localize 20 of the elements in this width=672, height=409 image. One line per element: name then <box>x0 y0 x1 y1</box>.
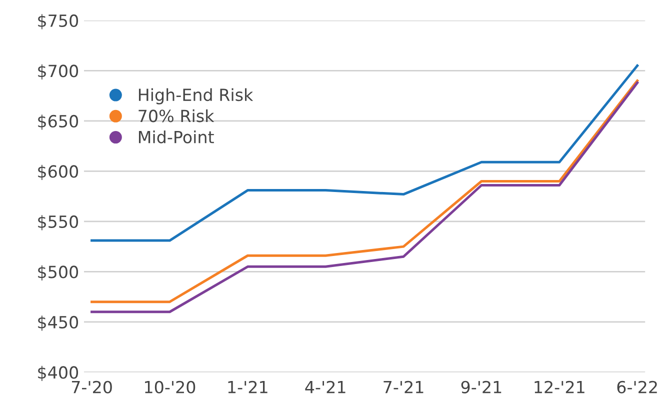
x-tick-label: 1-'21 <box>228 380 268 394</box>
legend-label: 70% Risk <box>138 109 214 122</box>
x-tick-label: 10-'20 <box>145 380 196 394</box>
legend-label: High-End Risk <box>138 88 254 104</box>
y-tick-label: $400 <box>38 366 78 381</box>
x-tick-label: 4-'21 <box>305 380 346 394</box>
y-tick-label: $650 <box>38 114 78 130</box>
x-tick-label: 6-'22 <box>617 380 657 394</box>
y-tick-label: $500 <box>38 265 78 280</box>
y-tick-label: $450 <box>38 316 78 331</box>
x-tick-label: 7-'21 <box>384 380 424 394</box>
y-tick-label: $600 <box>38 164 78 180</box>
y-tick-label: $550 <box>38 215 78 230</box>
line-series <box>90 64 639 242</box>
y-tick-label: $700 <box>38 64 78 80</box>
x-tick-label: 9-'21 <box>461 380 502 394</box>
x-tick-label: 12-'21 <box>534 380 584 394</box>
legend-label: Mid-Point <box>138 130 214 144</box>
x-tick-label: 7-'20 <box>72 380 112 394</box>
y-tick-label: $750 <box>38 14 78 30</box>
